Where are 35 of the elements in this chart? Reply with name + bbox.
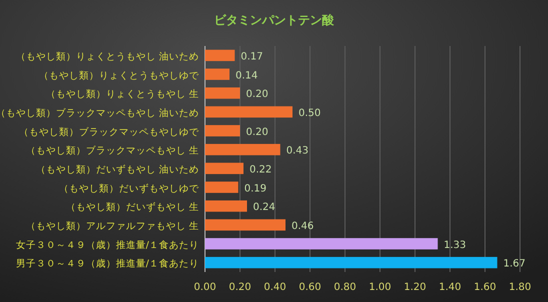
data-label: 0.24 — [253, 202, 276, 214]
chart-title: ビタミンパントテン酸 — [214, 13, 335, 27]
y-tick-label: 男子３０～４９（歳）推進量/１食あたり — [16, 258, 199, 270]
y-tick-label: （もやし類）りょくとうもやしゆで — [39, 69, 200, 82]
data-label: 1.33 — [444, 240, 466, 251]
data-label: 0.43 — [286, 146, 309, 157]
x-tick-label: 0.00 — [194, 282, 216, 293]
x-tick-label: 1.40 — [438, 282, 462, 293]
y-tick-label: （もやし類）だいずもやし 生 — [66, 201, 199, 214]
x-tick-label: 1.80 — [508, 282, 532, 293]
y-tick-label: （もやし類）アルファルファもやし 生 — [26, 220, 199, 232]
y-tick-label: （もやし類）ブラックマッペもやし 油いため — [0, 106, 199, 119]
data-label: 0.19 — [244, 183, 267, 194]
y-tick-label: （もやし類）りょくとうもやし 油いため — [16, 50, 199, 62]
data-label: 0.14 — [236, 70, 258, 82]
data-label: 0.17 — [240, 51, 264, 62]
x-tick-label: 0.20 — [228, 282, 252, 293]
data-label: 1.67 — [503, 258, 526, 270]
x-tick-label: 0.60 — [298, 282, 322, 293]
y-tick-label: （もやし類）りょくとうもやし 生 — [46, 88, 199, 100]
x-tick-label: 0.40 — [264, 282, 286, 293]
y-tick-label: （もやし類）だいずもやしゆで — [59, 182, 200, 194]
data-label: 0.20 — [246, 89, 268, 100]
data-label: 0.50 — [298, 108, 321, 119]
data-label: 0.46 — [292, 220, 314, 232]
x-tick-label: 1.20 — [404, 282, 426, 293]
y-tick-label: 女子３０～４９（歳）推進量/１食あたり — [16, 238, 199, 251]
x-tick-label: 1.00 — [368, 282, 392, 293]
data-label: 0.20 — [246, 126, 268, 138]
data-label: 0.22 — [250, 164, 272, 176]
y-tick-label: （もやし類）ブラックマッペもやし 生 — [26, 144, 199, 157]
x-tick-label: 0.80 — [334, 282, 356, 293]
y-tick-label: （もやし類）ブラックマッペもやしゆで — [19, 126, 200, 138]
y-tick-label: （もやし類）だいずもやし 油いため — [36, 163, 199, 176]
x-tick-label: 1.60 — [474, 282, 496, 293]
